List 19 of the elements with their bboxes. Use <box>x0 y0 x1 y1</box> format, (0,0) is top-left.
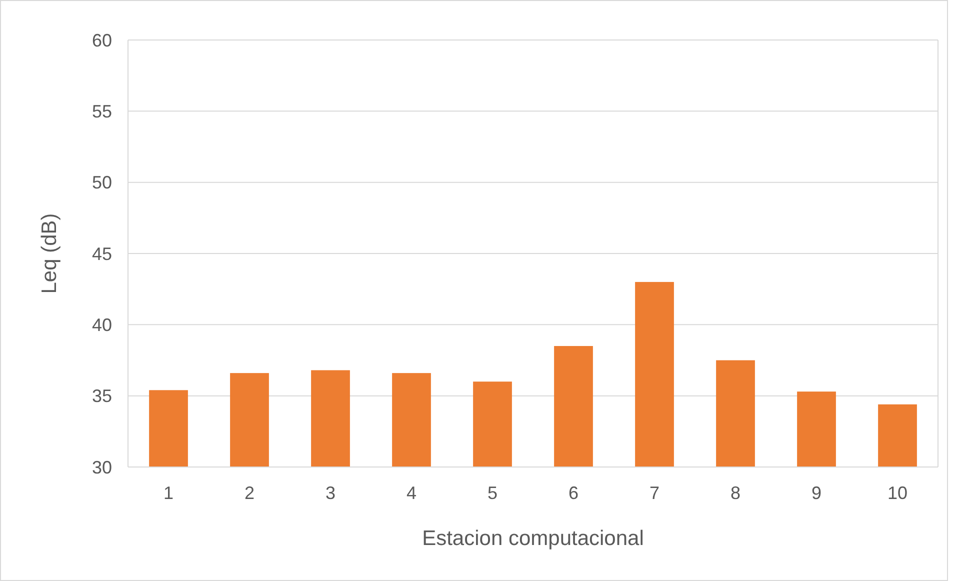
x-tick-label: 3 <box>325 483 336 503</box>
y-tick-label: 50 <box>92 172 112 193</box>
x-tick-label: 8 <box>730 483 741 503</box>
y-axis-title: Leq (dB) <box>38 213 61 294</box>
x-axis-title: Estacion computacional <box>422 527 644 550</box>
y-tick-label: 30 <box>92 457 112 478</box>
x-tick-label: 10 <box>887 483 908 503</box>
y-tick-label: 60 <box>92 30 112 50</box>
y-tick-label: 45 <box>92 244 112 264</box>
x-tick-label: 9 <box>811 483 822 503</box>
x-tick-label: 5 <box>487 483 498 503</box>
y-tick-label: 40 <box>92 314 112 335</box>
x-tick-label: 1 <box>163 483 174 503</box>
x-tick-label: 2 <box>244 483 255 503</box>
y-tick-label: 35 <box>92 386 112 406</box>
y-tick-label: 55 <box>92 101 112 122</box>
x-tick-label: 7 <box>649 483 660 503</box>
x-tick-label: 4 <box>406 483 417 503</box>
x-tick-label: 6 <box>568 483 579 503</box>
